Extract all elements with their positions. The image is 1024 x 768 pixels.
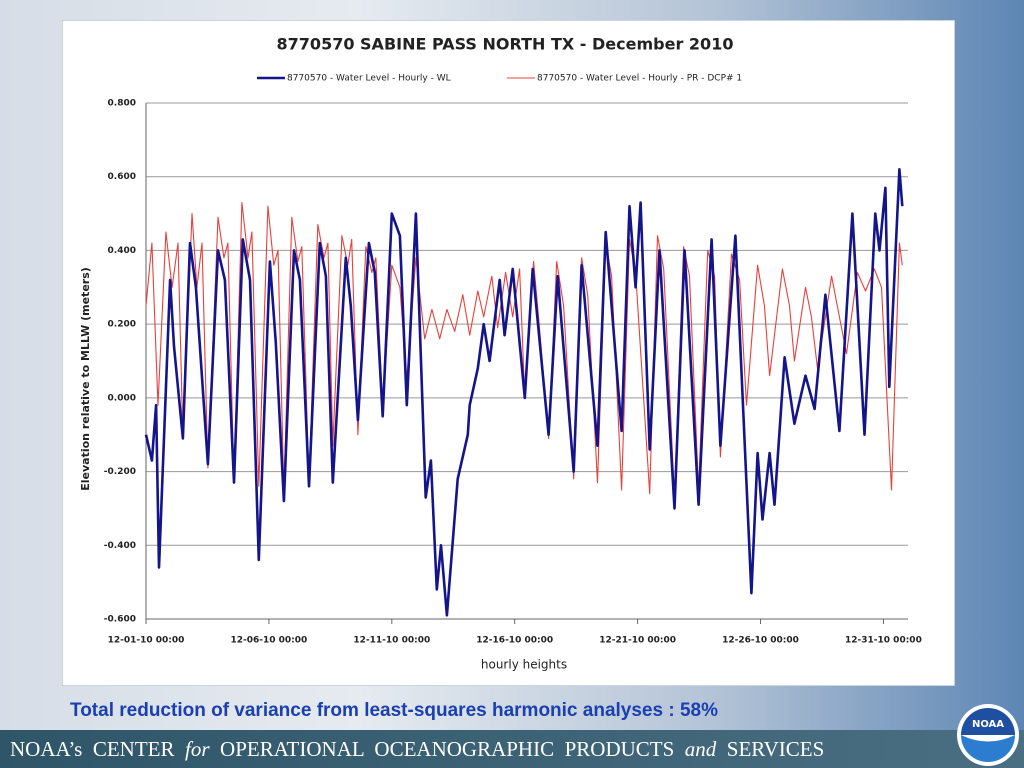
logo-top — [961, 708, 1015, 735]
x-tick-label: 12-31-10 00:00 — [845, 636, 922, 646]
x-tick-label: 12-06-10 00:00 — [230, 636, 307, 646]
x-tick-label: 12-26-10 00:00 — [722, 636, 799, 646]
y-tick-label: 0.800 — [108, 99, 136, 109]
logo-text: NOAA — [972, 719, 1004, 730]
series-line — [145, 201, 903, 498]
chart-title: 8770570 SABINE PASS NORTH TX - December … — [277, 35, 734, 54]
y-tick-label: -0.400 — [104, 541, 136, 551]
y-tick-label: 0.400 — [108, 246, 136, 256]
y-tick-label: -0.200 — [104, 467, 136, 477]
footer-text: and — [684, 737, 717, 761]
footer-text: OPERATIONAL OCEANOGRAPHIC PRODUCTS — [220, 737, 675, 761]
x-tick-label: 12-01-10 00:00 — [108, 636, 185, 646]
y-tick-label: 0.600 — [108, 172, 136, 182]
y-tick-label: 0.200 — [108, 320, 136, 330]
x-tick-label: 12-16-10 00:00 — [476, 636, 553, 646]
footer-text: SERVICES — [726, 737, 825, 761]
x-tick-label: 12-11-10 00:00 — [353, 636, 430, 646]
footer: NOAA’s CENTER for OPERATIONAL OCEANOGRAP… — [0, 730, 1024, 768]
chart: 8770570 SABINE PASS NORTH TX - December … — [62, 20, 955, 686]
legend-label: 8770570 - Water Level - Hourly - WL — [287, 74, 451, 84]
footer-text: NOAA’s CENTER — [10, 737, 175, 761]
x-tick-label: 12-21-10 00:00 — [599, 636, 676, 646]
x-axis-label: hourly heights — [481, 658, 567, 672]
y-tick-label: -0.600 — [104, 615, 136, 625]
logo: NOAA — [957, 704, 1019, 766]
chart-frame — [62, 20, 955, 686]
legend-label: 8770570 - Water Level - Hourly - PR - DC… — [537, 74, 742, 84]
logo-bottom — [961, 735, 1015, 762]
series-line — [144, 168, 904, 617]
y-tick-label: 0.000 — [108, 393, 136, 403]
caption: Total reduction of variance from least-s… — [70, 700, 718, 721]
footer-text: for — [185, 737, 210, 761]
y-axis-label: Elevation relative to MLLW (meters) — [79, 267, 92, 491]
